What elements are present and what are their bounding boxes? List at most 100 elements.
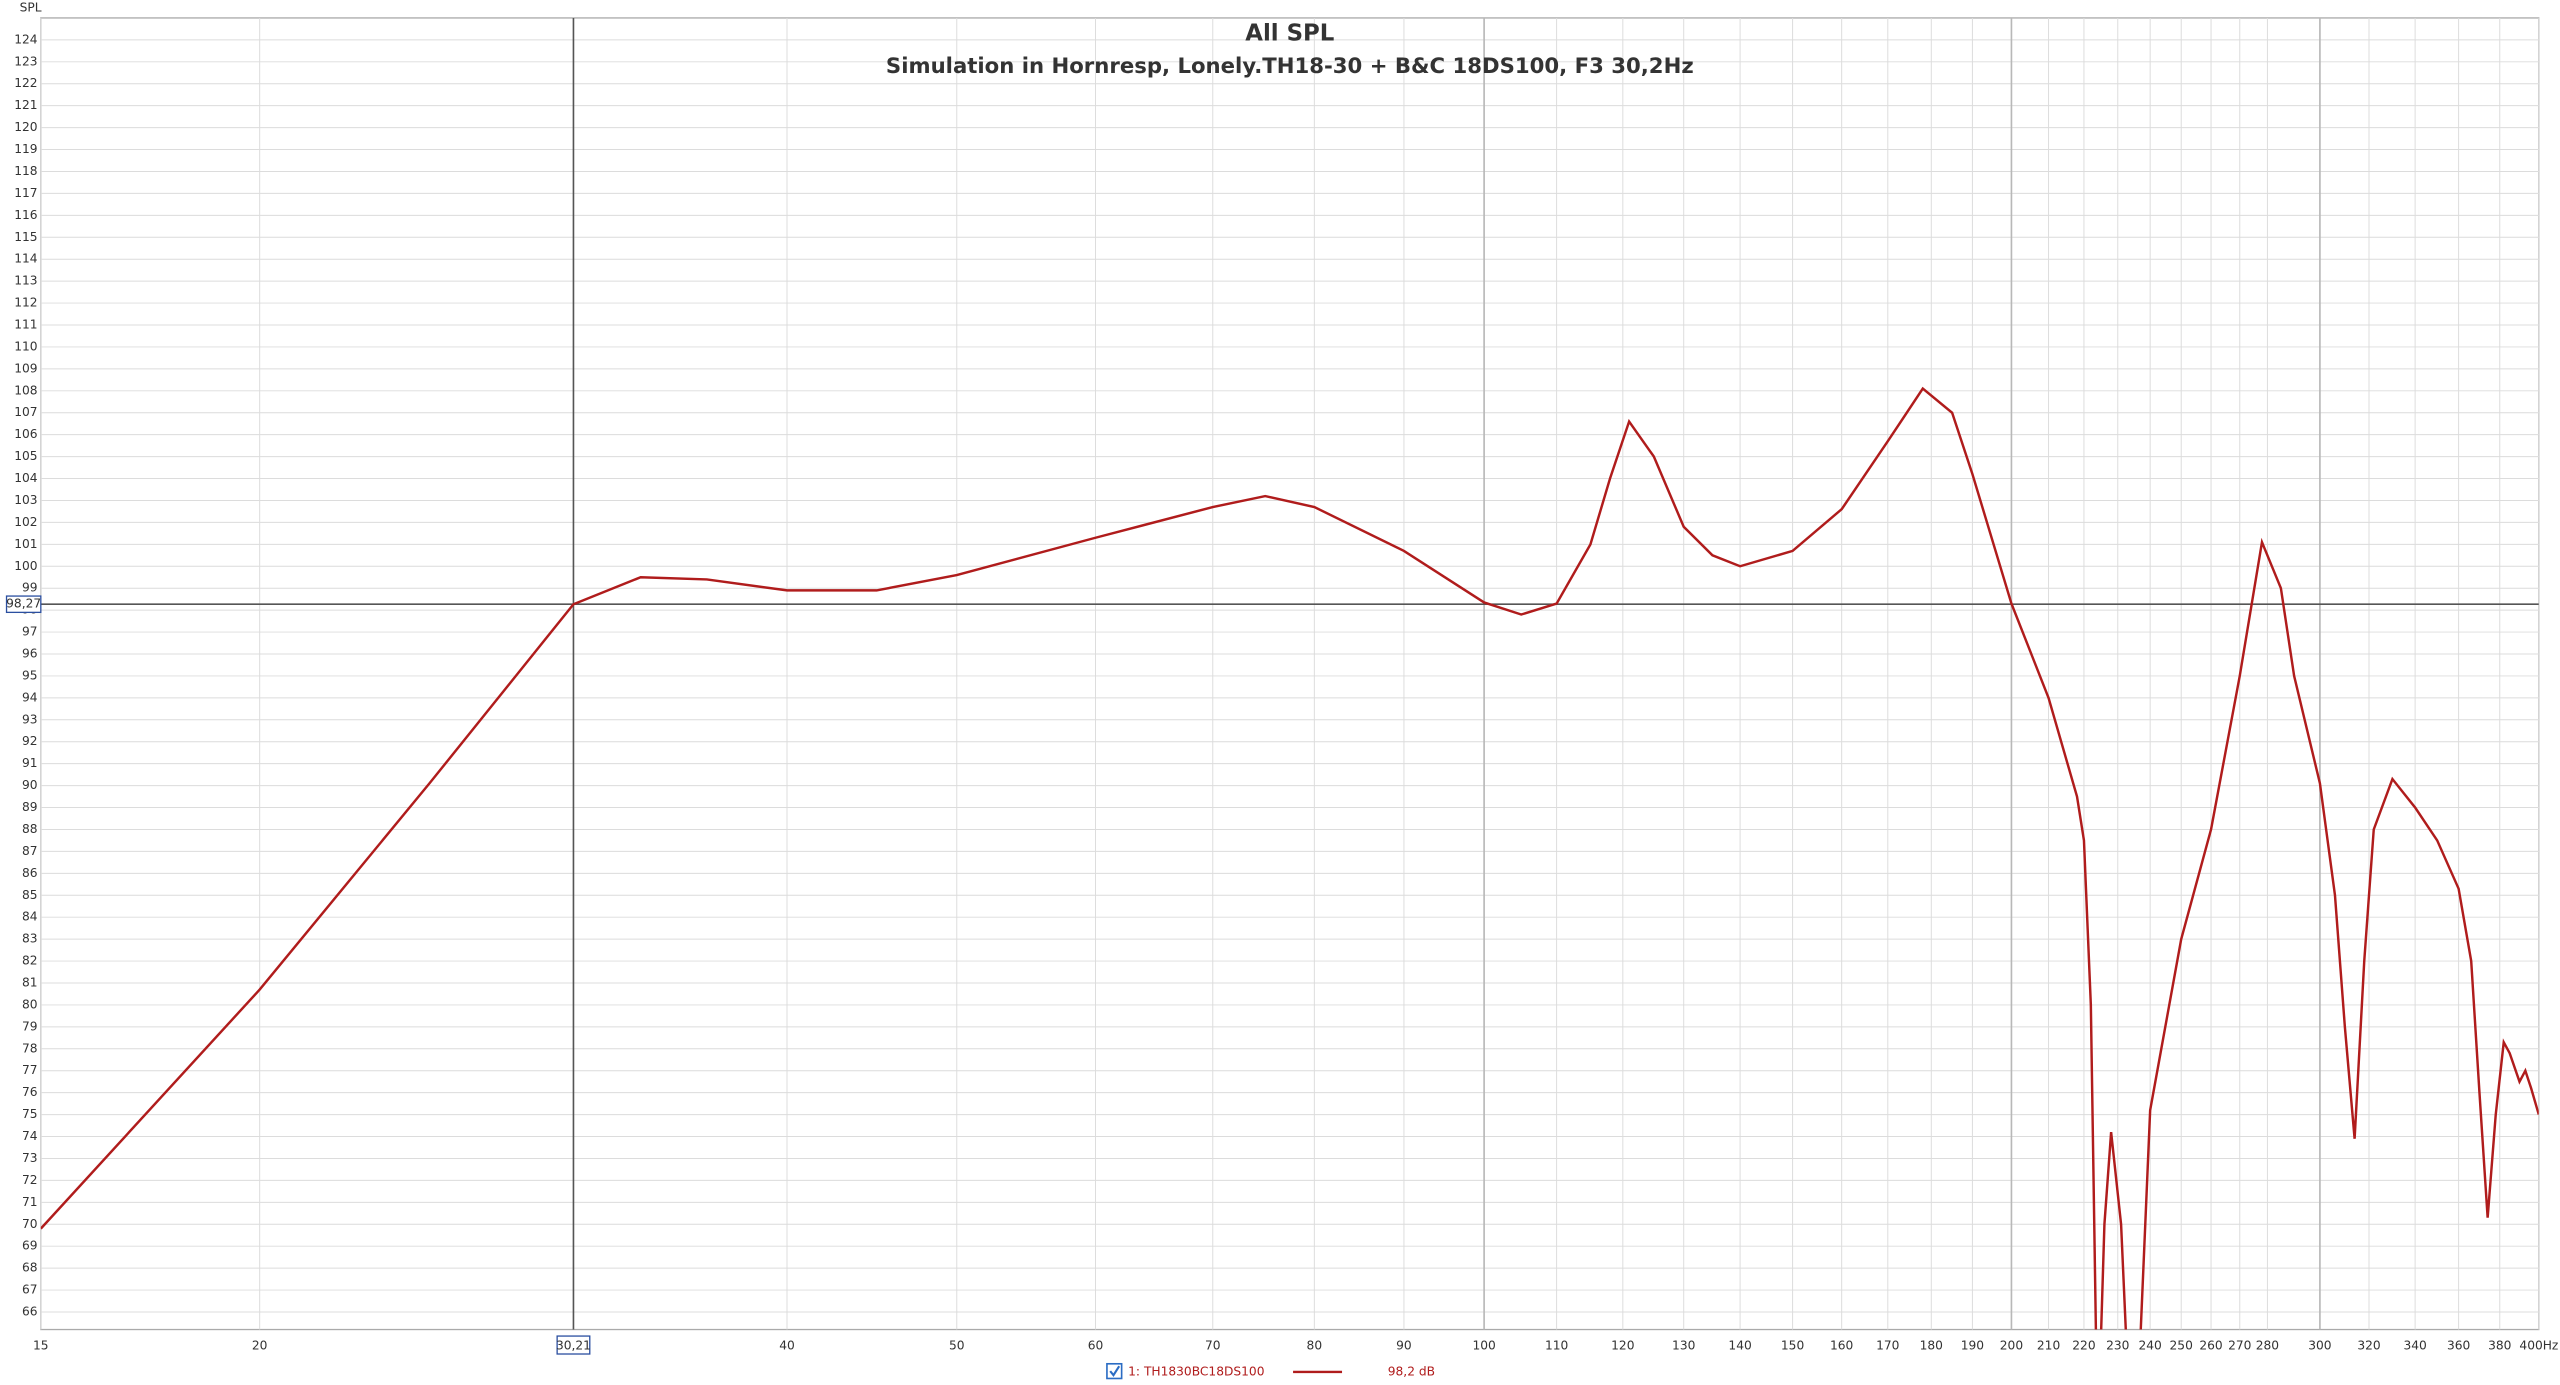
plot-area [40, 17, 2540, 1331]
x-tick-label: 380 [2488, 1338, 2511, 1352]
legend-value: 98,2 dB [1388, 1364, 1435, 1378]
x-tick-label: 220 [2072, 1338, 2095, 1352]
chart-subtitle: Simulation in Hornresp, Lonely.TH18-30 +… [886, 54, 1694, 79]
y-tick-label: 122 [14, 76, 37, 90]
x-tick-label: 80 [1307, 1338, 1323, 1352]
y-tick-label: 85 [22, 888, 38, 902]
x-tick-label: 40 [779, 1338, 795, 1352]
y-tick-label: 82 [22, 954, 38, 968]
y-tick-label: 118 [14, 164, 37, 178]
y-tick-label: 93 [22, 712, 38, 726]
y-tick-label: 76 [22, 1085, 38, 1099]
y-tick-label: 105 [14, 449, 37, 463]
x-tick-label: 100 [1472, 1338, 1495, 1352]
y-tick-label: 67 [22, 1283, 38, 1297]
grid [40, 17, 2540, 1330]
x-tick-label: 130 [1672, 1338, 1695, 1352]
y-tick-label: 124 [14, 32, 38, 46]
y-tick-label: 78 [22, 1041, 38, 1055]
x-tick-label: 360 [2447, 1338, 2470, 1352]
x-tick-label: 270 [2228, 1338, 2251, 1352]
y-tick-label: 90 [22, 778, 38, 792]
y-tick-label: 81 [22, 975, 38, 989]
y-tick-label: 84 [22, 910, 38, 924]
x-tick-label: 300 [2308, 1338, 2331, 1352]
y-tick-label: 79 [22, 1019, 38, 1033]
x-tick-label: 230 [2106, 1338, 2129, 1352]
y-axis-label: SPL [20, 1, 42, 15]
y-tick-label: 91 [22, 756, 38, 770]
y-tick-label: 66 [22, 1304, 38, 1318]
x-tick-label: 170 [1876, 1338, 1899, 1352]
x-tick-label: 140 [1728, 1338, 1751, 1352]
y-tick-label: 100 [14, 559, 37, 573]
y-tick-label: 117 [14, 186, 37, 200]
y-tick-label: 103 [14, 493, 37, 507]
y-tick-label: 104 [14, 471, 38, 485]
x-tick-label: 280 [2256, 1338, 2279, 1352]
y-tick-label: 73 [22, 1151, 38, 1165]
x-tick-label: 240 [2138, 1338, 2161, 1352]
x-tick-label: 210 [2037, 1338, 2060, 1352]
y-tick-label: 77 [22, 1063, 38, 1077]
x-tick-label: 200 [2000, 1338, 2023, 1352]
x-tick-label: 110 [1545, 1338, 1568, 1352]
y-tick-label: 108 [14, 383, 37, 397]
cursor-x-label: 30,21 [556, 1338, 591, 1352]
cursor-x-box [556, 1335, 591, 1355]
y-tick-label: 107 [14, 405, 37, 419]
y-tick-label: 71 [22, 1195, 38, 1209]
y-tick-label: 115 [14, 230, 37, 244]
y-tick-label: 94 [22, 690, 38, 704]
x-tick-label: 50 [949, 1338, 965, 1352]
cursor-y-box [5, 595, 42, 614]
legend-checkbox[interactable] [1106, 1362, 1123, 1380]
y-tick-label: 123 [14, 54, 37, 68]
y-tick-label: 102 [14, 515, 37, 529]
y-tick-label: 120 [14, 120, 37, 134]
y-tick-label: 83 [22, 932, 38, 946]
y-tick-label: 89 [22, 800, 38, 814]
x-tick-label: 340 [2403, 1338, 2426, 1352]
y-tick-label: 68 [22, 1261, 38, 1275]
x-tick-label: 90 [1396, 1338, 1412, 1352]
x-tick-label: 120 [1611, 1338, 1634, 1352]
x-tick-label: 400Hz [2519, 1338, 2558, 1352]
y-tick-label: 86 [22, 866, 38, 880]
x-tick-label: 250 [2170, 1338, 2193, 1352]
y-tick-label: 113 [14, 274, 37, 288]
checkmark [1109, 1365, 1121, 1378]
y-tick-label: 111 [14, 318, 37, 332]
y-tick-label: 75 [22, 1107, 38, 1121]
y-tick-label: 96 [22, 647, 38, 661]
y-tick-label: 88 [22, 822, 38, 836]
x-tick-label: 70 [1205, 1338, 1221, 1352]
y-tick-label: 109 [14, 361, 37, 375]
y-tick-label: 97 [22, 625, 38, 639]
cursor-y-label: 98,27 [6, 597, 41, 611]
y-tick-label: 80 [22, 997, 38, 1011]
y-tick-label: 99 [22, 581, 38, 595]
y-tick-label: 114 [14, 252, 38, 266]
y-tick-label: 116 [14, 208, 37, 222]
y-tick-label: 72 [22, 1173, 38, 1187]
y-tick-label: 101 [14, 537, 37, 551]
x-tick-label: 190 [1961, 1338, 1984, 1352]
y-tick-label: 87 [22, 844, 38, 858]
y-tick-label: 74 [22, 1129, 38, 1143]
legend-label: 1: TH1830BC18DS100 [1128, 1364, 1264, 1378]
x-tick-label: 180 [1920, 1338, 1943, 1352]
x-tick-label: 160 [1830, 1338, 1853, 1352]
x-tick-label: 260 [2199, 1338, 2222, 1352]
x-tick-label: 320 [2357, 1338, 2380, 1352]
x-tick-label: 60 [1088, 1338, 1104, 1352]
y-tick-label: 112 [14, 296, 37, 310]
series-line [40, 386, 2539, 1330]
x-tick-label: 15 [33, 1338, 49, 1352]
y-tick-label: 92 [22, 734, 38, 748]
y-tick-label: 119 [14, 142, 37, 156]
y-tick-label: 121 [14, 98, 37, 112]
y-tick-label: 106 [14, 427, 37, 441]
